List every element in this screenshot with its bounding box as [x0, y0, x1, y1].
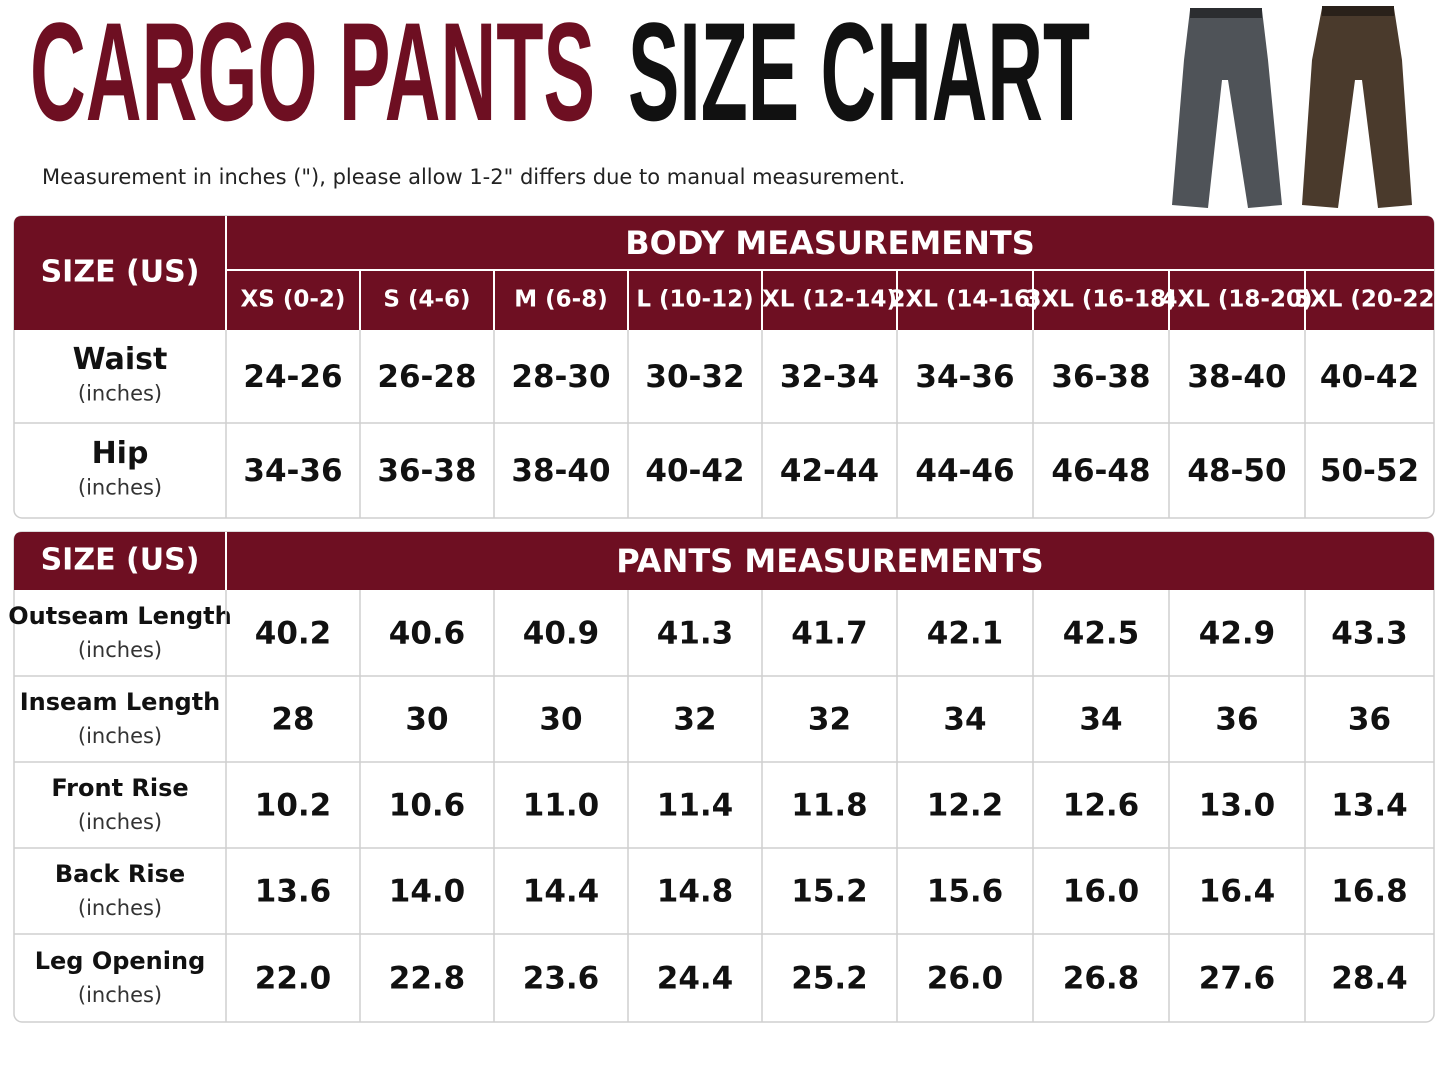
cell-value: 34-36 [243, 453, 342, 489]
corner-label: SIZE (US) [41, 255, 200, 290]
cell-value: 28.4 [1331, 961, 1408, 997]
cell-value: 42.9 [1199, 616, 1276, 652]
cell-value: 36-38 [377, 453, 476, 489]
cell-value: 28 [271, 702, 314, 738]
cell-value: 42-44 [780, 453, 879, 489]
cell-value: 24-26 [243, 359, 342, 395]
size-label: 2XL (14-16) [890, 287, 1041, 313]
row-label: Back Rise [55, 860, 185, 888]
table-header-bg [14, 532, 1434, 590]
cell-value: 10.2 [255, 788, 332, 824]
cell-value: 44-46 [915, 453, 1014, 489]
cell-value: 15.2 [791, 874, 868, 910]
cell-value: 50-52 [1320, 453, 1419, 489]
row-label: Outseam Length [8, 602, 231, 630]
cell-value: 42.1 [927, 616, 1004, 652]
cell-value: 14.0 [389, 874, 466, 910]
cell-value: 30 [405, 702, 448, 738]
cell-value: 32-34 [780, 359, 879, 395]
cell-value: 30-32 [645, 359, 744, 395]
cell-value: 27.6 [1199, 961, 1276, 997]
size-label: 5XL (20-22) [1294, 287, 1445, 313]
cell-value: 36 [1215, 702, 1258, 738]
cell-value: 38-40 [511, 453, 610, 489]
cell-value: 10.6 [389, 788, 466, 824]
size-label: S (4-6) [383, 287, 470, 313]
cell-value: 46-48 [1051, 453, 1150, 489]
cell-value: 11.8 [791, 788, 868, 824]
cell-value: 13.4 [1331, 788, 1408, 824]
pants-image-brown [1302, 6, 1412, 208]
cell-value: 34 [943, 702, 986, 738]
cell-value: 16.8 [1331, 874, 1408, 910]
cell-value: 40.6 [389, 616, 466, 652]
cell-value: 22.0 [255, 961, 332, 997]
group-label: PANTS MEASUREMENTS [616, 542, 1043, 580]
group-label: BODY MEASUREMENTS [625, 224, 1035, 262]
size-label: XL (12-14) [762, 287, 897, 313]
cell-value: 22.8 [389, 961, 466, 997]
size-label: 4XL (18-20) [1162, 287, 1313, 313]
cell-value: 11.0 [523, 788, 600, 824]
cell-value: 40.9 [523, 616, 600, 652]
corner-label: SIZE (US) [41, 543, 200, 578]
row-label: Waist [73, 342, 168, 377]
size-label: XS (0-2) [241, 287, 346, 313]
pants-image-gray [1172, 8, 1282, 208]
row-unit: (inches) [78, 638, 162, 662]
cell-value: 41.3 [657, 616, 734, 652]
cell-value: 43.3 [1331, 616, 1408, 652]
row-unit: (inches) [78, 896, 162, 920]
cell-value: 14.8 [657, 874, 734, 910]
row-label: Hip [92, 436, 149, 471]
cell-value: 40-42 [645, 453, 744, 489]
cell-value: 48-50 [1187, 453, 1286, 489]
row-label: Front Rise [51, 774, 188, 802]
cell-value: 13.0 [1199, 788, 1276, 824]
cell-value: 30 [539, 702, 582, 738]
cell-value: 24.4 [657, 961, 734, 997]
cell-value: 26.0 [927, 961, 1004, 997]
cell-value: 26-28 [377, 359, 476, 395]
cell-value: 11.4 [657, 788, 734, 824]
cell-value: 34-36 [915, 359, 1014, 395]
title-part2: SIZE CHART [628, 0, 1090, 150]
cell-value: 13.6 [255, 874, 332, 910]
cell-value: 34 [1079, 702, 1122, 738]
size-label: L (10-12) [636, 287, 753, 313]
row-unit: (inches) [78, 724, 162, 748]
cell-value: 40.2 [255, 616, 332, 652]
cell-value: 42.5 [1063, 616, 1140, 652]
cell-value: 16.0 [1063, 874, 1140, 910]
note: Measurement in inches ("), please allow … [42, 165, 905, 189]
cell-value: 36-38 [1051, 359, 1150, 395]
row-unit: (inches) [78, 382, 162, 406]
row-label: Leg Opening [35, 947, 206, 975]
cell-value: 23.6 [523, 961, 600, 997]
cell-value: 26.8 [1063, 961, 1140, 997]
size-label: M (6-8) [514, 287, 607, 313]
cell-value: 15.6 [927, 874, 1004, 910]
cell-value: 16.4 [1199, 874, 1276, 910]
cell-value: 36 [1348, 702, 1391, 738]
cell-value: 12.6 [1063, 788, 1140, 824]
cell-value: 40-42 [1320, 359, 1419, 395]
size-label: 3XL (16-18) [1026, 287, 1177, 313]
row-label: Inseam Length [20, 688, 221, 716]
cell-value: 25.2 [791, 961, 868, 997]
cell-value: 38-40 [1187, 359, 1286, 395]
cell-value: 32 [673, 702, 716, 738]
table-header-bg [14, 216, 1434, 330]
row-unit: (inches) [78, 476, 162, 500]
cell-value: 14.4 [523, 874, 600, 910]
cell-value: 41.7 [791, 616, 868, 652]
cell-value: 28-30 [511, 359, 610, 395]
row-unit: (inches) [78, 983, 162, 1007]
row-unit: (inches) [78, 810, 162, 834]
cell-value: 12.2 [927, 788, 1004, 824]
title-part1: CARGO PANTS [30, 0, 595, 150]
cell-value: 32 [808, 702, 851, 738]
